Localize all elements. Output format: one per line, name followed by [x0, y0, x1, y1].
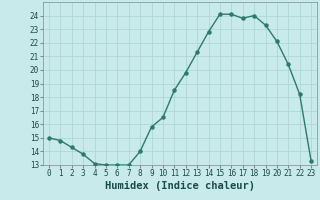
X-axis label: Humidex (Indice chaleur): Humidex (Indice chaleur): [105, 181, 255, 191]
